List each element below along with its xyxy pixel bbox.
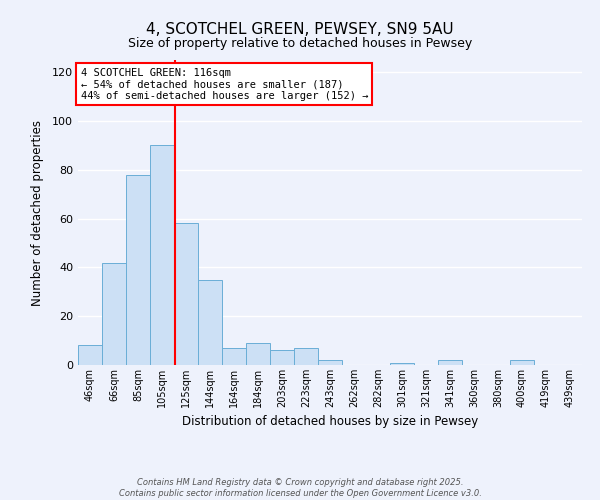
Text: 4, SCOTCHEL GREEN, PEWSEY, SN9 5AU: 4, SCOTCHEL GREEN, PEWSEY, SN9 5AU [146, 22, 454, 38]
Bar [198, 280, 222, 365]
Bar [318, 360, 342, 365]
Bar [102, 262, 126, 365]
Bar [246, 343, 270, 365]
Bar [390, 362, 414, 365]
Text: 4 SCOTCHEL GREEN: 116sqm
← 54% of detached houses are smaller (187)
44% of semi-: 4 SCOTCHEL GREEN: 116sqm ← 54% of detach… [80, 68, 368, 101]
Text: Size of property relative to detached houses in Pewsey: Size of property relative to detached ho… [128, 38, 472, 51]
Bar [438, 360, 462, 365]
X-axis label: Distribution of detached houses by size in Pewsey: Distribution of detached houses by size … [182, 416, 478, 428]
Bar [150, 146, 174, 365]
Bar [294, 348, 318, 365]
Bar [174, 224, 198, 365]
Bar [78, 346, 102, 365]
Y-axis label: Number of detached properties: Number of detached properties [31, 120, 44, 306]
Bar [222, 348, 246, 365]
Bar [126, 174, 150, 365]
Bar [270, 350, 294, 365]
Text: Contains HM Land Registry data © Crown copyright and database right 2025.
Contai: Contains HM Land Registry data © Crown c… [119, 478, 481, 498]
Bar [510, 360, 534, 365]
